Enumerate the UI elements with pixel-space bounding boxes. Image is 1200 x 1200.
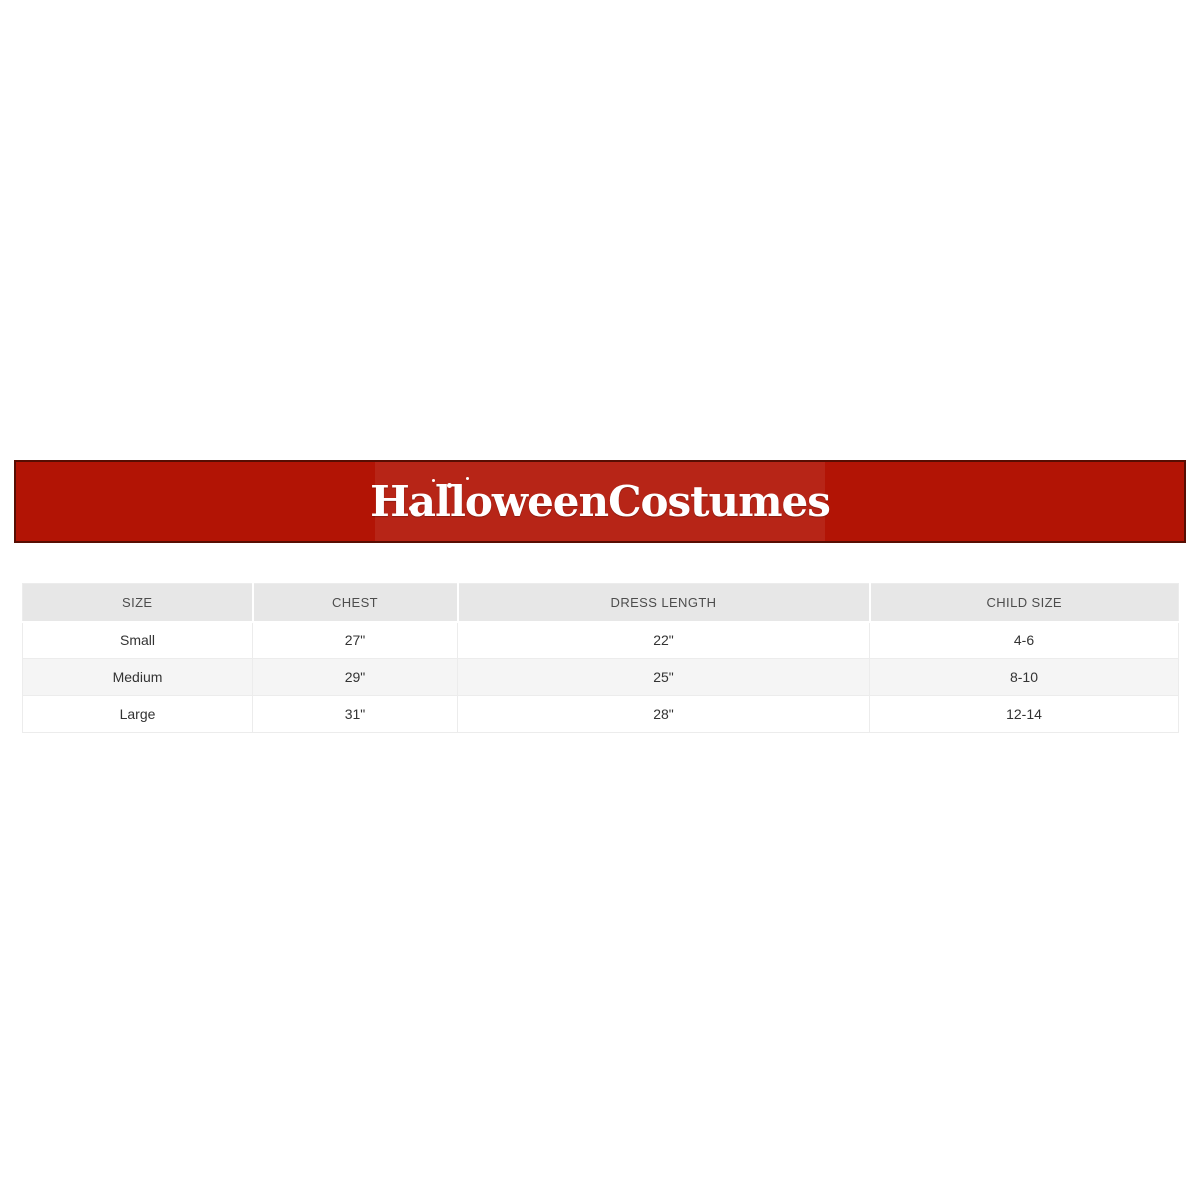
column-header-size: SIZE [22, 583, 254, 623]
column-header-child-size: CHILD SIZE [869, 583, 1179, 623]
table-row-small: Small 27" 22" 4-6 [22, 621, 1179, 659]
column-header-dress-length: DRESS LENGTH [457, 583, 871, 623]
site-logo-text: HalloweenCostumes [370, 477, 831, 526]
cell-size: Medium [22, 658, 253, 696]
cell-dress-length: 25" [457, 658, 870, 696]
sparkle-dots-icon [409, 506, 414, 511]
cell-child-size: 8-10 [869, 658, 1179, 696]
site-logo[interactable]: HalloweenCostumes [370, 462, 831, 541]
size-chart-table: SIZE CHEST DRESS LENGTH CHILD SIZE Small… [22, 583, 1179, 733]
cell-size: Large [22, 695, 253, 733]
size-chart-header-row: SIZE CHEST DRESS LENGTH CHILD SIZE [22, 583, 1179, 623]
cell-dress-length: 28" [457, 695, 870, 733]
cell-child-size: 4-6 [869, 621, 1179, 659]
cell-chest: 27" [252, 621, 458, 659]
column-header-chest: CHEST [252, 583, 459, 623]
table-row-medium: Medium 29" 25" 8-10 [22, 658, 1179, 696]
cell-chest: 31" [252, 695, 458, 733]
cell-dress-length: 22" [457, 621, 870, 659]
cell-child-size: 12-14 [869, 695, 1179, 733]
site-header-banner: HalloweenCostumes [14, 460, 1186, 543]
cell-chest: 29" [252, 658, 458, 696]
cell-size: Small [22, 621, 253, 659]
table-row-large: Large 31" 28" 12-14 [22, 695, 1179, 733]
